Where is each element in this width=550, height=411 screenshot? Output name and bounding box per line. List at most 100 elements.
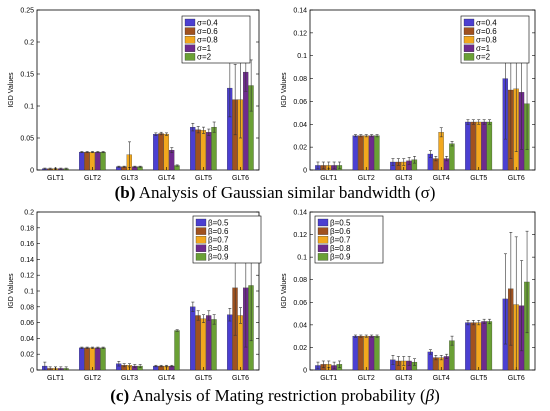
- caption-b-text: Analysis of Gaussian similar bandwidth (…: [138, 183, 436, 202]
- y-tick-label: 0.08: [20, 304, 34, 311]
- y-tick-label: 0.1: [24, 104, 34, 111]
- bar: [368, 336, 375, 371]
- bar: [174, 330, 180, 371]
- y-axis-label: IGD Values: [281, 273, 288, 309]
- x-tick-label: GLT2: [358, 175, 375, 182]
- legend-label: σ=0.8: [197, 36, 218, 45]
- y-tick-label: 0.14: [20, 257, 34, 264]
- bar: [465, 322, 471, 371]
- bar: [358, 135, 364, 171]
- chart-panel-c-right: 0 0.02 0.04 0.06 0.08 0.1 0.12 0.14 IGD Values GL…: [275, 204, 545, 388]
- x-tick-label: GLT5: [195, 375, 212, 382]
- bar: [153, 134, 159, 171]
- legend-swatch: [195, 227, 207, 235]
- y-tick-label: 0.1: [297, 53, 307, 60]
- legend-label: σ=0.8: [476, 36, 497, 45]
- y-tick-label: 0.04: [293, 322, 307, 329]
- y-tick-label: 0.1: [297, 255, 307, 262]
- bar: [211, 319, 217, 371]
- legend-swatch: [184, 36, 196, 44]
- bar: [363, 336, 369, 371]
- legend-swatch: [184, 53, 196, 61]
- bar: [190, 306, 196, 371]
- legend-swatch: [463, 18, 475, 27]
- y-tick-label: 0.08: [293, 277, 307, 284]
- legend-label: β=0.9: [208, 253, 229, 262]
- y-tick-label: 0.18: [20, 225, 34, 232]
- x-tick-label: GLT4: [433, 175, 450, 182]
- y-tick-label: 0.04: [20, 336, 34, 343]
- bar: [195, 129, 201, 171]
- bar: [89, 347, 95, 371]
- bar: [79, 151, 85, 171]
- y-tick-label: 0.02: [293, 345, 307, 352]
- caption-c-text: Analysis of Mating restriction probabili…: [132, 386, 426, 405]
- legend-swatch: [463, 27, 475, 35]
- bar: [481, 321, 487, 371]
- legend-label: σ=1: [476, 44, 491, 53]
- legend-swatch: [317, 244, 329, 252]
- legend-swatch: [317, 253, 329, 261]
- bar: [352, 336, 358, 371]
- caption-b: (b) Analysis of Gaussian similar bandwid…: [0, 183, 550, 203]
- legend-swatch: [195, 244, 207, 252]
- y-tick-label: 0.02: [20, 352, 34, 359]
- x-tick-label: GLT5: [470, 375, 487, 382]
- bar: [95, 347, 101, 371]
- bar: [200, 130, 206, 171]
- legend-label: β=0.8: [330, 244, 351, 253]
- x-tick-label: GLT2: [84, 375, 101, 382]
- legend-swatch: [463, 44, 475, 52]
- y-tick-label: 0.14: [293, 8, 307, 15]
- x-tick-label: GLT3: [121, 375, 138, 382]
- x-tick-label: GLT6: [508, 175, 525, 182]
- y-tick-label: 0.02: [293, 145, 307, 152]
- x-tick-label: GLT6: [232, 375, 249, 382]
- legend-label: β=0.8: [208, 244, 229, 253]
- x-tick-label: GLT4: [433, 375, 450, 382]
- bar: [470, 322, 476, 371]
- x-tick-label: GLT6: [508, 375, 525, 382]
- y-tick-label: 0.25: [20, 8, 34, 15]
- x-tick-label: GLT1: [320, 175, 337, 182]
- bar: [475, 121, 482, 171]
- legend-label: σ=1: [197, 44, 212, 53]
- bar: [438, 132, 444, 171]
- y-tick-label: 0: [303, 368, 307, 375]
- legend-swatch: [195, 236, 207, 244]
- bar: [195, 315, 201, 371]
- x-tick-label: GLT1: [47, 375, 64, 382]
- legend-label: β=0.7: [208, 236, 229, 245]
- y-tick-label: 0.04: [293, 122, 307, 129]
- y-axis-label: IGD Values: [8, 273, 15, 309]
- legend-label: σ=0.6: [476, 27, 497, 36]
- bar: [470, 121, 476, 171]
- legend-label: β=0.7: [330, 236, 351, 245]
- bar: [352, 135, 358, 171]
- legend-swatch: [195, 218, 207, 227]
- legend-label: σ=0.6: [197, 27, 218, 36]
- x-tick-label: GLT4: [158, 375, 175, 382]
- y-tick-label: 0.06: [293, 300, 307, 307]
- y-axis-label: IGD Values: [281, 72, 288, 108]
- y-tick-label: 0.2: [24, 210, 34, 217]
- x-tick-label: GLT2: [358, 375, 375, 382]
- legend-label: β=0.5: [330, 218, 351, 227]
- chart-b-left-svg: 0 0.05 0.1 0.15 0.2 0.25 IGD Values GLT1 GLT2 GLT…: [8, 8, 260, 182]
- y-tick-label: 0.15: [20, 72, 34, 79]
- x-tick-label: GLT5: [195, 175, 212, 182]
- bar: [190, 126, 196, 171]
- y-tick-label: 0: [30, 368, 34, 375]
- x-tick-label: GLT6: [232, 175, 249, 182]
- bar: [368, 135, 375, 171]
- y-tick-label: 0.06: [293, 99, 307, 106]
- bar: [449, 143, 455, 171]
- legend-swatch: [317, 236, 329, 244]
- x-tick-label: GLT5: [470, 175, 487, 182]
- legend-label: σ=0.4: [476, 18, 497, 27]
- legend-swatch: [195, 253, 207, 261]
- bar: [84, 151, 90, 171]
- y-axis-label: IGD Values: [8, 72, 15, 108]
- y-tick-label: 0: [30, 168, 34, 175]
- x-tick-label: GLT3: [395, 375, 412, 382]
